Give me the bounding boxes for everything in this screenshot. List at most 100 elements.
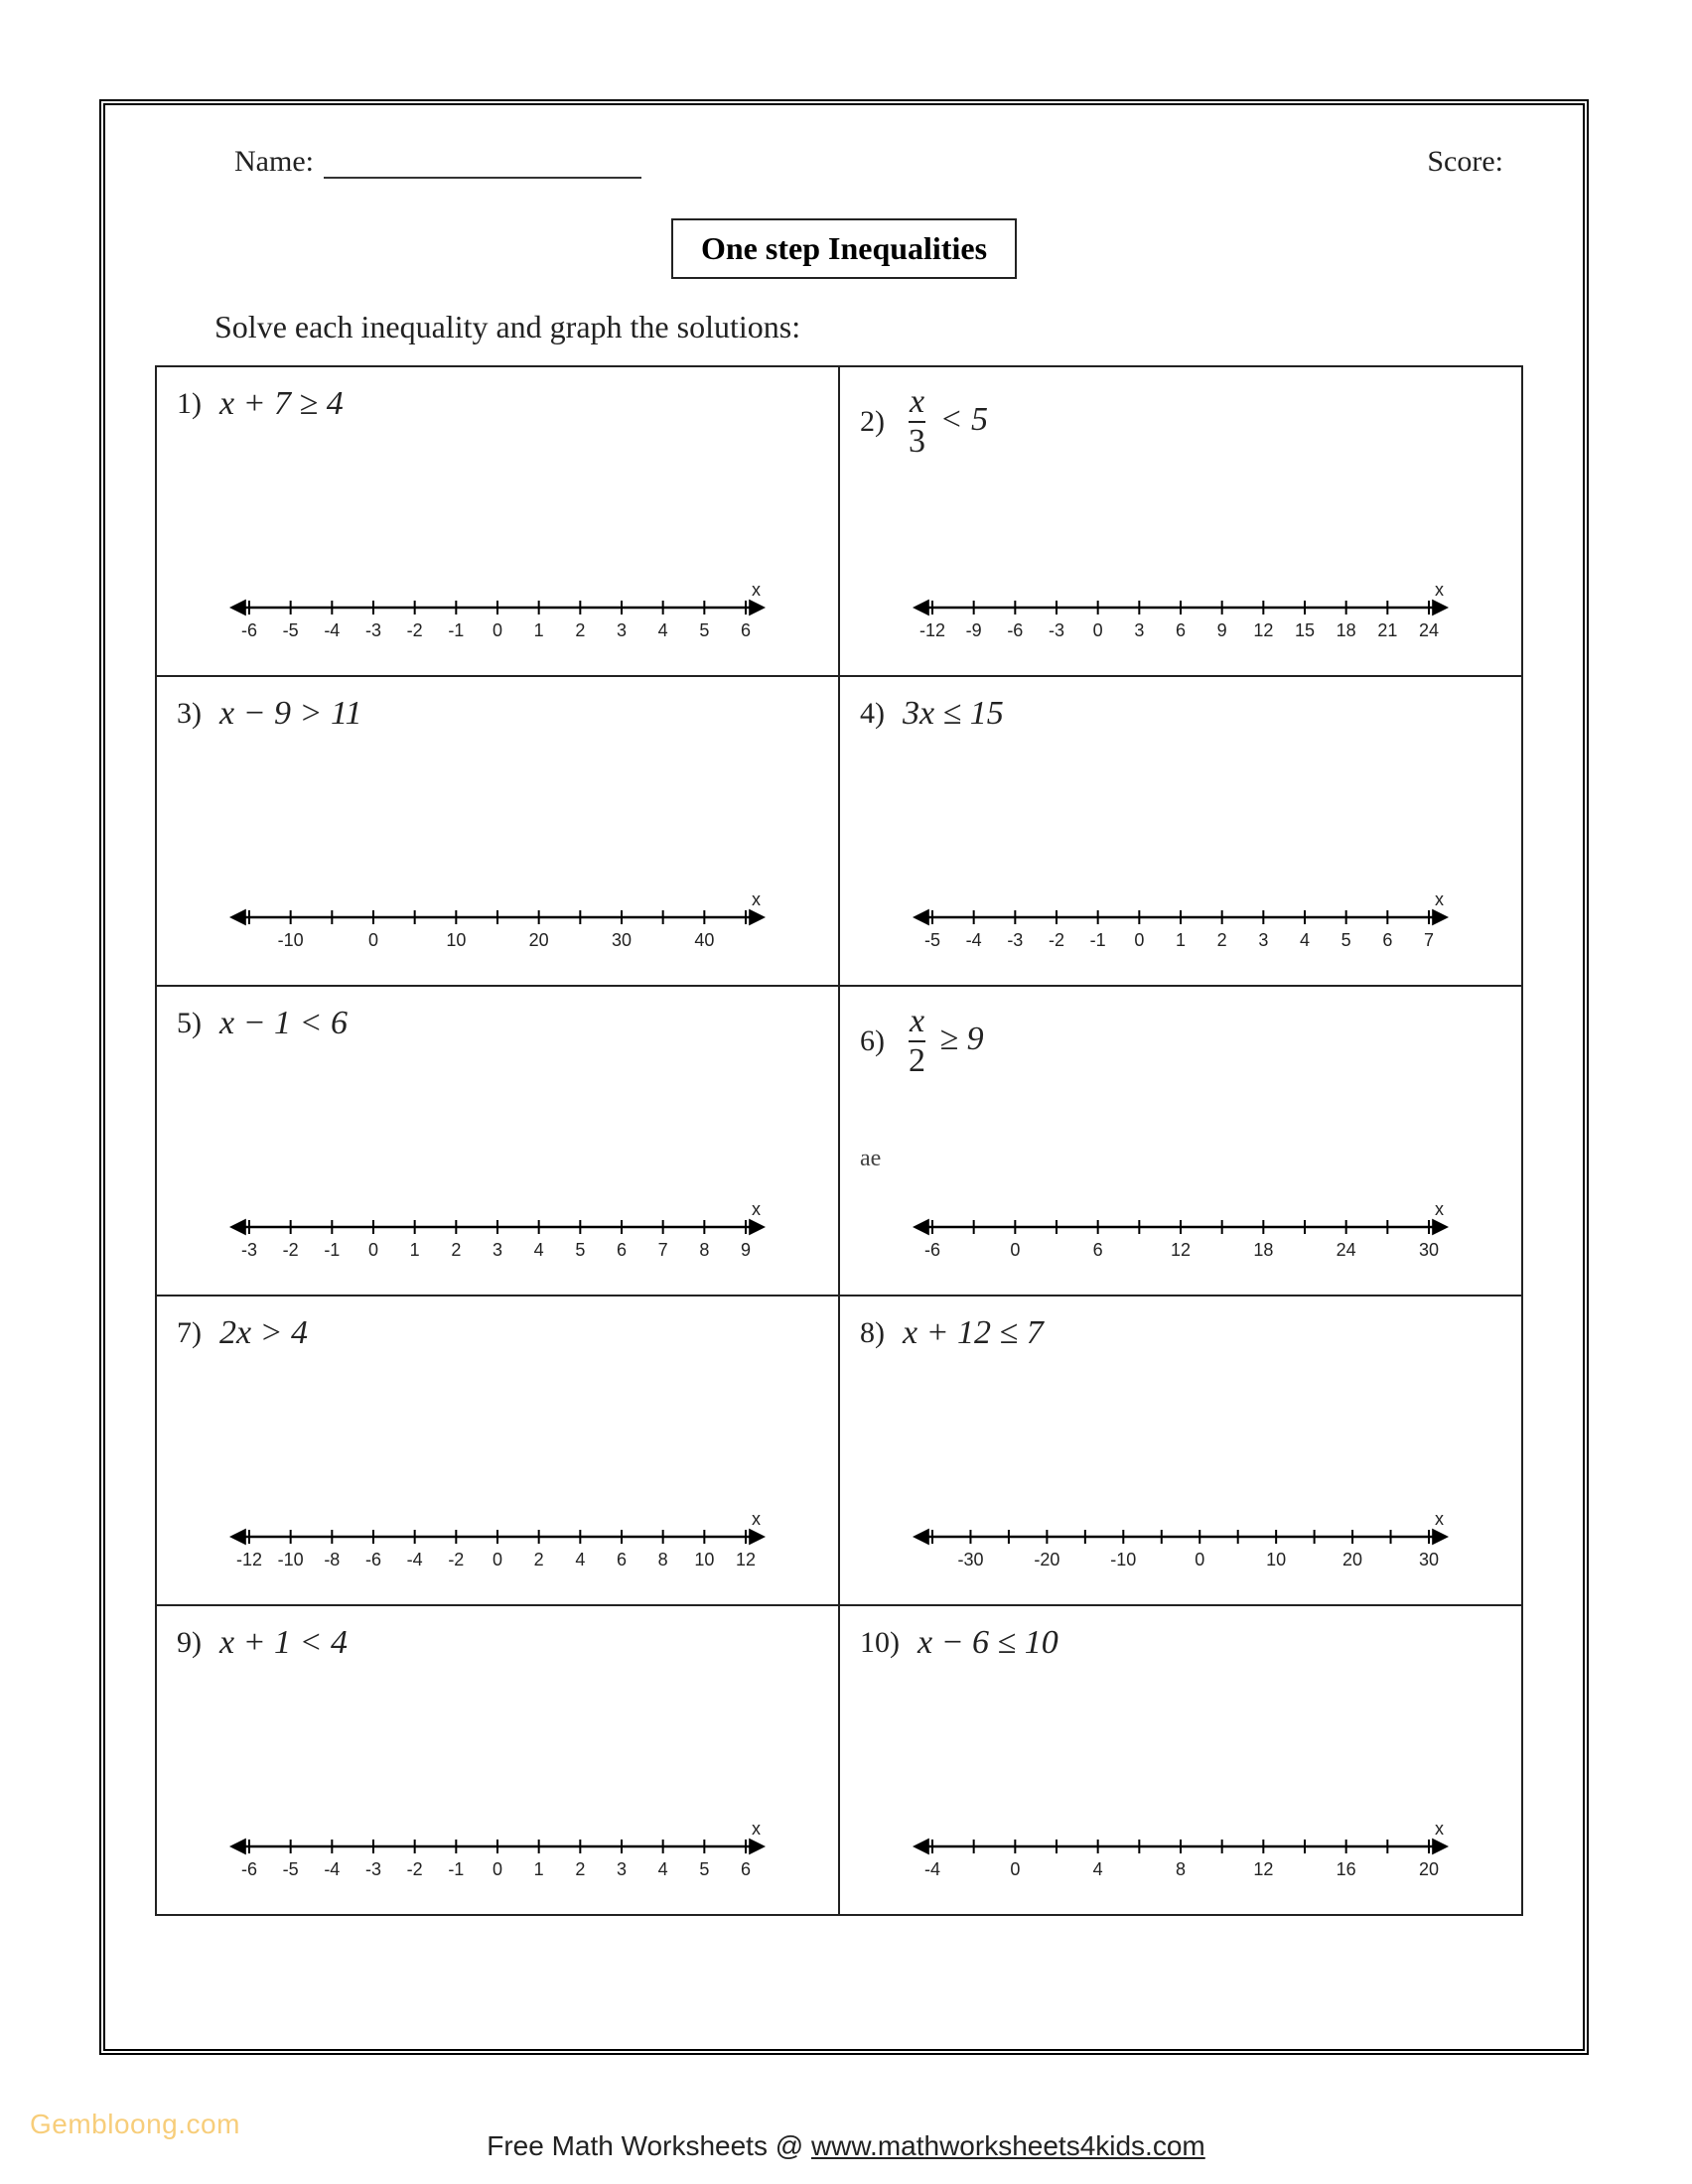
svg-text:x: x (752, 580, 761, 600)
svg-text:-2: -2 (448, 1550, 464, 1570)
worksheet-title: One step Inequalities (671, 218, 1017, 279)
svg-text:-3: -3 (365, 1859, 381, 1879)
svg-text:4: 4 (575, 1550, 585, 1570)
svg-text:40: 40 (694, 930, 714, 950)
svg-text:3: 3 (1258, 930, 1268, 950)
svg-text:4: 4 (1300, 930, 1310, 950)
svg-text:x: x (1435, 1819, 1444, 1839)
problem-cell: 8) x + 12 ≤ 7 -30-20-100102030x (839, 1296, 1522, 1605)
svg-text:8: 8 (699, 1240, 709, 1260)
svg-text:x: x (1435, 580, 1444, 600)
svg-text:0: 0 (368, 1240, 378, 1260)
problem-cell: 1) x + 7 ≥ 4 -6-5-4-3-2-10123456x (156, 366, 839, 676)
problem-expression: x2 ≥ 9 (903, 1005, 984, 1078)
problem-header: 6) x2 ≥ 9 (860, 1005, 1501, 1078)
svg-text:x: x (752, 1199, 761, 1219)
problem-header: 7) 2x > 4 (177, 1314, 818, 1352)
svg-text:9: 9 (1217, 620, 1227, 640)
number-line: -4048121620x (903, 1817, 1459, 1896)
svg-text:4: 4 (534, 1240, 544, 1260)
svg-text:12: 12 (736, 1550, 756, 1570)
svg-text:12: 12 (1253, 1859, 1273, 1879)
svg-text:21: 21 (1377, 620, 1397, 640)
svg-text:-4: -4 (924, 1859, 940, 1879)
svg-text:0: 0 (1093, 620, 1103, 640)
svg-text:0: 0 (493, 620, 502, 640)
svg-text:0: 0 (1010, 1859, 1020, 1879)
svg-text:-2: -2 (407, 1859, 423, 1879)
number-line: -30-20-100102030x (903, 1507, 1459, 1586)
svg-text:12: 12 (1171, 1240, 1191, 1260)
numberline-wrap: -3-2-10123456789x (157, 1197, 838, 1277)
problem-number: 4) (860, 697, 885, 731)
svg-text:x: x (752, 1819, 761, 1839)
problem-header: 2) x3 < 5 (860, 385, 1501, 459)
svg-text:1: 1 (1176, 930, 1186, 950)
problem-header: 8) x + 12 ≤ 7 (860, 1314, 1501, 1352)
problem-cell: 7) 2x > 4 -12-10-8-6-4-2024681012x (156, 1296, 839, 1605)
problem-expression: 2x > 4 (219, 1314, 308, 1352)
numberline-wrap: -30-20-100102030x (840, 1507, 1521, 1586)
svg-text:0: 0 (1134, 930, 1144, 950)
svg-text:-12: -12 (236, 1550, 262, 1570)
svg-text:0: 0 (1010, 1240, 1020, 1260)
problem-header: 10) x − 6 ≤ 10 (860, 1624, 1501, 1662)
header-row: Name: Score: (155, 145, 1533, 179)
svg-text:-2: -2 (283, 1240, 299, 1260)
svg-text:3: 3 (617, 620, 627, 640)
svg-text:1: 1 (410, 1240, 420, 1260)
name-blank-line (324, 175, 641, 179)
svg-text:30: 30 (1419, 1240, 1439, 1260)
svg-text:-8: -8 (324, 1550, 340, 1570)
svg-text:18: 18 (1253, 1240, 1273, 1260)
svg-text:6: 6 (617, 1240, 627, 1260)
svg-text:20: 20 (529, 930, 549, 950)
problem-number: 5) (177, 1007, 202, 1040)
svg-text:5: 5 (575, 1240, 585, 1260)
footer-prefix: Free Math Worksheets @ (487, 2130, 811, 2161)
svg-text:-4: -4 (324, 1859, 340, 1879)
numberline-wrap: -60612182430x (840, 1197, 1521, 1277)
problem-number: 3) (177, 697, 202, 731)
problem-number: 2) (860, 405, 885, 439)
problem-cell: 3) x − 9 > 11 -10010203040x (156, 676, 839, 986)
svg-text:-20: -20 (1034, 1550, 1059, 1570)
svg-text:10: 10 (694, 1550, 714, 1570)
svg-text:3: 3 (493, 1240, 502, 1260)
svg-text:x: x (1435, 889, 1444, 909)
svg-text:0: 0 (1195, 1550, 1204, 1570)
svg-text:6: 6 (1093, 1240, 1103, 1260)
svg-text:12: 12 (1253, 620, 1273, 640)
svg-text:5: 5 (699, 1859, 709, 1879)
problem-cell: 10) x − 6 ≤ 10 -4048121620x (839, 1605, 1522, 1915)
svg-text:-2: -2 (1049, 930, 1064, 950)
svg-text:6: 6 (617, 1550, 627, 1570)
problem-number: 6) (860, 1024, 885, 1058)
svg-text:-2: -2 (407, 620, 423, 640)
footer: Free Math Worksheets @ www.mathworksheet… (0, 2130, 1692, 2162)
svg-text:2: 2 (451, 1240, 461, 1260)
problem-number: 8) (860, 1316, 885, 1350)
svg-text:10: 10 (1266, 1550, 1286, 1570)
worksheet-page: Name: Score: One step Inequalities Solve… (99, 99, 1589, 2055)
name-label: Name: (234, 145, 314, 179)
svg-text:-1: -1 (448, 620, 464, 640)
svg-text:-6: -6 (1007, 620, 1023, 640)
problem-expression: x + 12 ≤ 7 (903, 1314, 1044, 1352)
problem-header: 3) x − 9 > 11 (177, 695, 818, 733)
svg-text:2: 2 (534, 1550, 544, 1570)
svg-text:8: 8 (658, 1550, 668, 1570)
number-line: -12-9-6-303691215182124x (903, 578, 1459, 657)
svg-text:-4: -4 (407, 1550, 423, 1570)
svg-text:24: 24 (1337, 1240, 1356, 1260)
problem-expression: x + 1 < 4 (219, 1624, 348, 1662)
svg-text:-1: -1 (1090, 930, 1106, 950)
numberline-wrap: -5-4-3-2-101234567x (840, 887, 1521, 967)
numberline-wrap: -12-9-6-303691215182124x (840, 578, 1521, 657)
svg-text:1: 1 (534, 1859, 544, 1879)
svg-text:-6: -6 (241, 620, 257, 640)
svg-text:4: 4 (658, 1859, 668, 1879)
svg-text:-6: -6 (924, 1240, 940, 1260)
svg-text:16: 16 (1337, 1859, 1356, 1879)
svg-text:2: 2 (575, 620, 585, 640)
